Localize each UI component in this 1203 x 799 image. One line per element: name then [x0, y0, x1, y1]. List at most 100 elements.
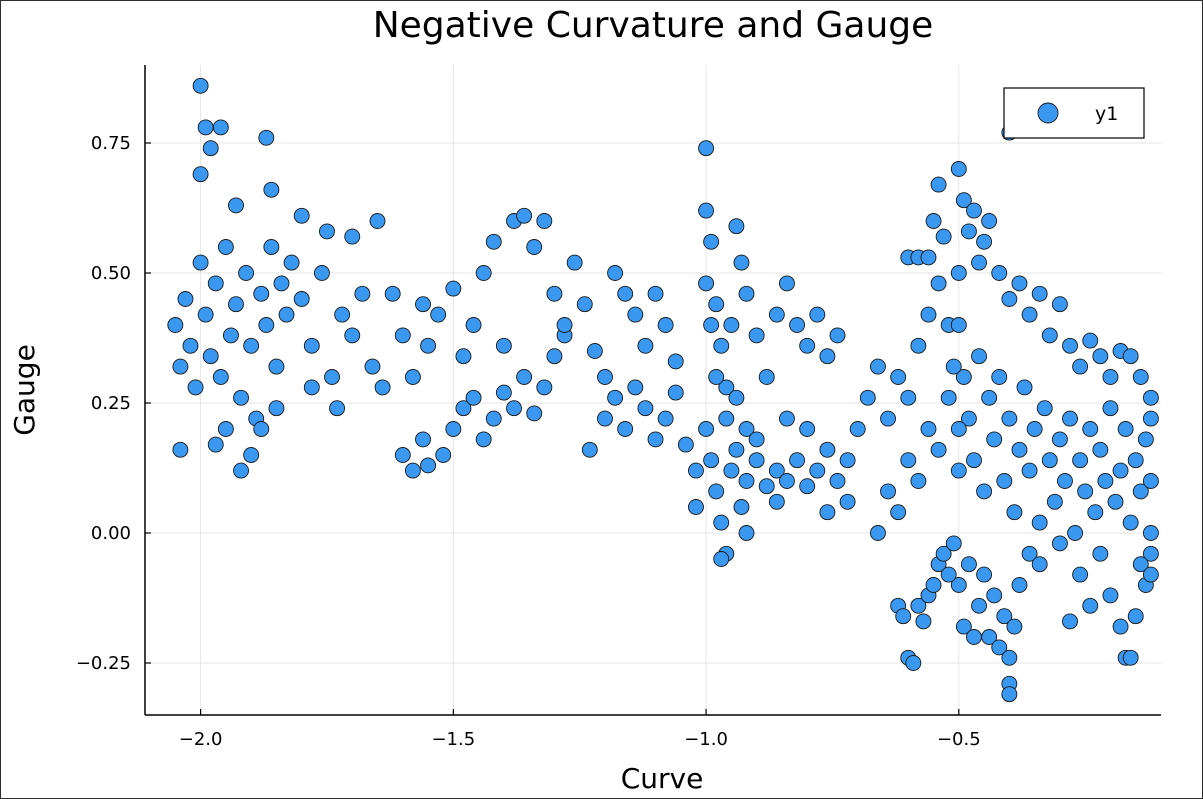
scatter-point [607, 265, 624, 281]
scatter-point [920, 421, 937, 437]
scatter-point [981, 213, 998, 229]
scatter-point [945, 535, 962, 552]
scatter-point [1122, 348, 1139, 365]
scatter-point [455, 348, 472, 365]
scatter-point [1031, 556, 1048, 573]
scatter-point [869, 358, 886, 375]
scatter-point [1001, 686, 1018, 703]
scatter-point [930, 275, 947, 292]
scatter-point [1046, 493, 1063, 510]
scatter-point [1051, 535, 1068, 552]
scatter-point [1072, 358, 1089, 375]
scatter-point [708, 483, 725, 500]
scatter-point [688, 462, 704, 479]
scatter-point [900, 452, 917, 469]
scatter-point [1057, 473, 1073, 489]
scatter-point [996, 608, 1013, 625]
scatter-point [516, 207, 533, 224]
scatter-point [950, 317, 967, 333]
scatter-point [799, 421, 816, 437]
scatter-point [950, 462, 967, 479]
scatter-point [1072, 452, 1089, 469]
scatter-point [581, 441, 598, 458]
scatter-point [981, 389, 998, 406]
scatter-point [263, 239, 280, 255]
scatter-point [278, 306, 295, 323]
scatter-point [748, 327, 765, 344]
scatter-point [1001, 410, 1018, 427]
scatter-point [940, 566, 957, 583]
scatter-point [779, 410, 795, 427]
scatter-point [1001, 291, 1018, 307]
x-tick-label: −2.0 [179, 729, 223, 750]
scatter-point [809, 306, 826, 323]
scatter-point [1082, 597, 1099, 614]
scatter-point [293, 207, 310, 224]
scatter-point [435, 447, 452, 463]
scatter-point [182, 337, 199, 354]
scatter-point [1001, 649, 1018, 666]
scatter-point [420, 337, 437, 354]
scatter-point [228, 197, 244, 214]
scatter-point [1011, 577, 1028, 593]
x-axis-label: Curve [621, 762, 704, 795]
scatter-point [819, 441, 836, 458]
scatter-point [526, 405, 543, 422]
scatter-point [667, 384, 684, 401]
scatter-point [1021, 462, 1038, 479]
scatter-point [688, 499, 704, 515]
scatter-point [1041, 452, 1058, 469]
scatter-point [708, 369, 725, 385]
scatter-point [617, 421, 634, 437]
scatter-point [1132, 369, 1149, 385]
scatter-point [597, 410, 613, 427]
scatter-point [1031, 285, 1048, 302]
scatter-point [627, 306, 644, 323]
scatter-point [809, 462, 826, 479]
scatter-point [556, 317, 573, 333]
scatter-point [546, 348, 563, 365]
scatter-point [996, 473, 1013, 489]
scatter-point [207, 275, 224, 292]
scatter-point [1142, 389, 1159, 406]
scatter-point [733, 499, 750, 515]
scatter-point [950, 577, 967, 593]
scatter-point [1016, 379, 1033, 396]
scatter-point [869, 525, 886, 541]
scatter-point [779, 275, 795, 292]
scatter-point [1062, 410, 1078, 427]
scatter-point [617, 285, 634, 302]
scatter-point [976, 483, 993, 500]
scatter-point [789, 317, 806, 333]
scatter-point [420, 457, 437, 474]
scatter-point [1122, 514, 1139, 531]
scatter-point [930, 176, 947, 193]
scatter-point [485, 410, 502, 427]
scatter-point [703, 317, 720, 333]
legend: y1 [1003, 87, 1145, 139]
scatter-point [1092, 441, 1109, 458]
grid-layer [145, 65, 1161, 715]
scatter-point [925, 213, 942, 229]
scatter-point [344, 228, 361, 245]
scatter-point [1142, 473, 1159, 489]
legend-marker [1037, 102, 1059, 124]
scatter-point [1097, 473, 1114, 489]
y-tick-label: 0.50 [91, 263, 131, 284]
scatter-point [1142, 525, 1159, 541]
scatter-point [925, 577, 942, 593]
scatter-point [991, 265, 1008, 281]
scatter-point [976, 233, 993, 250]
scatter-point [344, 327, 361, 344]
scatter-point [960, 223, 977, 240]
scatter-point [536, 379, 553, 396]
scatter-point [789, 452, 806, 469]
scatter-point [445, 280, 462, 297]
scatter-point [192, 166, 209, 183]
scatter-point [506, 400, 522, 417]
scatter-point [986, 431, 1003, 448]
scatter-point [950, 265, 967, 281]
scatter-point [991, 639, 1008, 656]
scatter-point [273, 275, 290, 292]
